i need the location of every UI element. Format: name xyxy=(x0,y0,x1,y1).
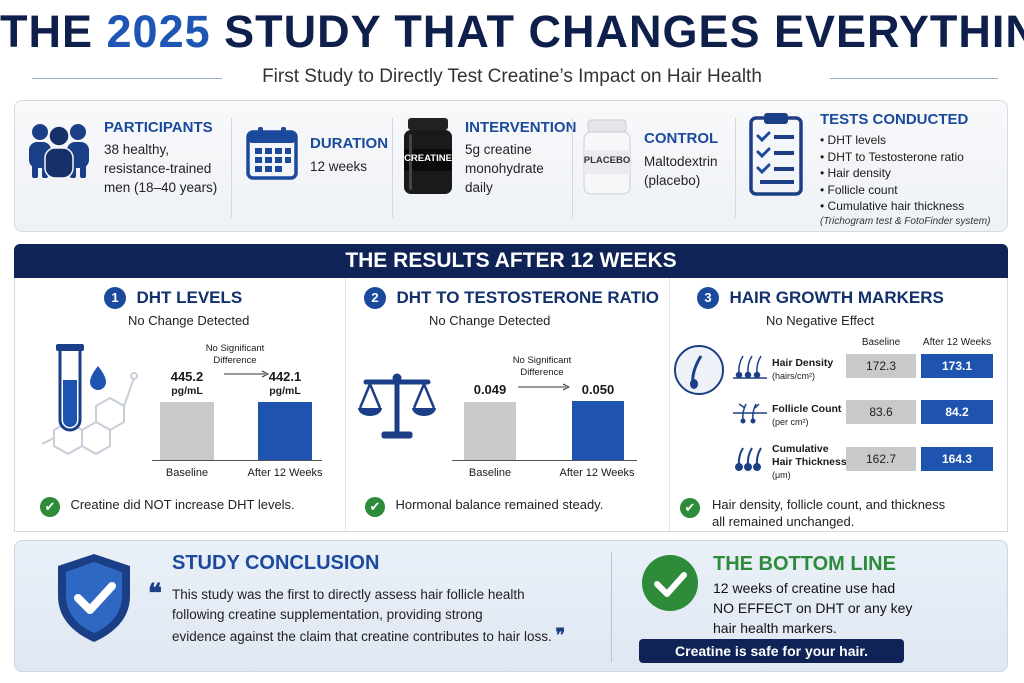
col-after: After 12 Weeks xyxy=(922,337,992,348)
panel1-footer: ✔ Creatine did NOT increase DHT levels. xyxy=(40,497,295,517)
hair-follicle-icon xyxy=(674,345,724,395)
panel2-after-value: 0.050 xyxy=(581,382,615,397)
balance-scale-icon xyxy=(358,373,436,439)
check-icon: ✔ xyxy=(680,498,700,518)
table-cell: 172.3 xyxy=(846,354,916,378)
control-text: Maltodextrin (placebo) xyxy=(644,154,718,188)
conclusion-title: STUDY CONCLUSION xyxy=(172,552,380,574)
panel1-baseline-label: Baseline xyxy=(165,467,209,479)
panel2-baseline-bar xyxy=(464,402,516,460)
table-cell: 83.6 xyxy=(846,400,916,424)
panel2-after-bar xyxy=(572,401,624,460)
list-item: DHT levels xyxy=(820,132,964,149)
panel2-baseline-label: Baseline xyxy=(468,467,512,479)
tests-label: TESTS CONDUCTED xyxy=(820,111,969,128)
col-baseline: Baseline xyxy=(861,337,901,348)
panel2-number: 2 xyxy=(364,287,386,309)
creatine-jar-label: CREATINE xyxy=(404,153,452,164)
overview-divider xyxy=(392,118,393,218)
list-item: Hair density xyxy=(820,165,964,182)
page-subtitle: First Study to Directly Test Creatine’s … xyxy=(262,66,762,87)
calendar-icon xyxy=(246,127,298,180)
panel1-baseline-value: 445.2 pg/mL xyxy=(170,369,204,398)
clipboard-checklist-icon xyxy=(749,113,803,196)
check-icon: ✔ xyxy=(40,497,60,517)
panel1-baseline-bar xyxy=(160,402,214,460)
check-icon: ✔ xyxy=(365,497,385,517)
panel3-heading: 3 HAIR GROWTH MARKERS xyxy=(697,287,944,309)
intervention-text: 5g creatine monohydrate daily xyxy=(465,142,544,195)
table-cell: 173.1 xyxy=(921,354,993,378)
people-icon xyxy=(29,124,89,179)
shield-check-icon xyxy=(58,554,130,642)
table-cell: 164.3 xyxy=(921,447,993,471)
panel2-baseline-value: 0.049 xyxy=(473,382,507,397)
divider-right xyxy=(830,78,998,79)
panel1-note: No Significant Difference xyxy=(205,343,265,366)
list-item: Follicle count xyxy=(820,182,964,199)
follicle-count-icon xyxy=(733,403,767,424)
panel2-note: No Significant Difference xyxy=(512,355,572,378)
control-label: CONTROL xyxy=(644,130,719,147)
panel2-title: DHT TO TESTOSTERONE RATIO xyxy=(396,288,660,307)
safe-badge: Creatine is safe for your hair. xyxy=(639,639,904,663)
quote-open-icon: ❝ xyxy=(148,578,162,608)
panel2-footer: ✔ Hormonal balance remained steady. xyxy=(365,497,603,517)
participants-label: PARTICIPANTS xyxy=(104,119,213,136)
list-item: DHT to Testosterone ratio xyxy=(820,149,964,166)
panel1-title: DHT LEVELS xyxy=(136,288,243,307)
panel1-number: 1 xyxy=(104,287,126,309)
participants-text: 38 healthy, resistance-trained men (18–40 … xyxy=(104,142,218,195)
panel2-axis xyxy=(452,460,637,461)
panel3-title: HAIR GROWTH MARKERS xyxy=(729,288,944,307)
panel3-footer: ✔ Hair density, follicle count, and thic… xyxy=(680,496,945,530)
panel3-subtitle: No Negative Effect xyxy=(766,313,875,328)
results-header: THE RESULTS AFTER 12 WEEKS xyxy=(14,244,1008,278)
row-label: Cumulative Hair Thickness (μm) xyxy=(772,443,847,480)
duration-text: 12 weeks xyxy=(310,159,368,174)
divider-left xyxy=(32,78,222,79)
bottom-line-text: 12 weeks of creatine use had NO EFFECT on… xyxy=(713,580,913,636)
conclusion-text: This study was the first to directly ass… xyxy=(172,587,566,645)
table-cell: 162.7 xyxy=(846,447,916,471)
panel1-axis xyxy=(152,460,322,461)
panel2-after-label: After 12 Weeks xyxy=(559,467,635,479)
row-label: Follicle Count (per cm²) xyxy=(772,403,842,427)
test-tube-icon xyxy=(41,344,138,456)
list-item: Cumulative hair thickness xyxy=(820,198,965,215)
arrow-right-icon xyxy=(518,383,570,391)
creatine-jar-icon xyxy=(404,118,452,194)
overview-divider xyxy=(572,118,573,218)
panel3-number: 3 xyxy=(697,287,719,309)
intervention-label: INTERVENTION xyxy=(465,119,577,136)
panel2-heading: 2 DHT TO TESTOSTERONE RATIO xyxy=(364,287,659,309)
bottom-line-title: THE BOTTOM LINE xyxy=(713,553,896,575)
panel1-heading: 1 DHT LEVELS xyxy=(104,287,242,309)
panel1-after-bar xyxy=(258,402,312,460)
placebo-jar-label: PLACEBO xyxy=(583,155,631,166)
panel1-after-value: 442.1 pg/mL xyxy=(268,369,302,398)
quote-close-icon: ❞ xyxy=(555,625,566,645)
table-cell: 84.2 xyxy=(921,400,993,424)
arrow-right-icon xyxy=(224,370,269,378)
bottom-divider xyxy=(611,552,612,662)
overview-divider xyxy=(231,118,232,218)
duration-label: DURATION xyxy=(310,135,389,152)
tests-note: (Trichogram test & FotoFinder system) xyxy=(820,216,991,227)
overview-divider xyxy=(735,118,736,218)
page-title: THE 2025 STUDY THAT CHANGES EVERYTHING xyxy=(0,6,1024,57)
hair-thickness-icon xyxy=(735,447,762,471)
panel1-after-label: After 12 Weeks xyxy=(247,467,323,479)
panel1-subtitle: No Change Detected xyxy=(128,313,250,328)
panel2-subtitle: No Change Detected xyxy=(429,313,551,328)
hair-density-icon xyxy=(733,355,767,379)
checkmark-circle-icon xyxy=(642,555,698,611)
placebo-jar-icon xyxy=(583,119,631,195)
tests-list: DHT levels DHT to Testosterone ratio Hai… xyxy=(820,132,965,215)
row-label: Hair Density (hairs/cm²) xyxy=(772,357,834,381)
